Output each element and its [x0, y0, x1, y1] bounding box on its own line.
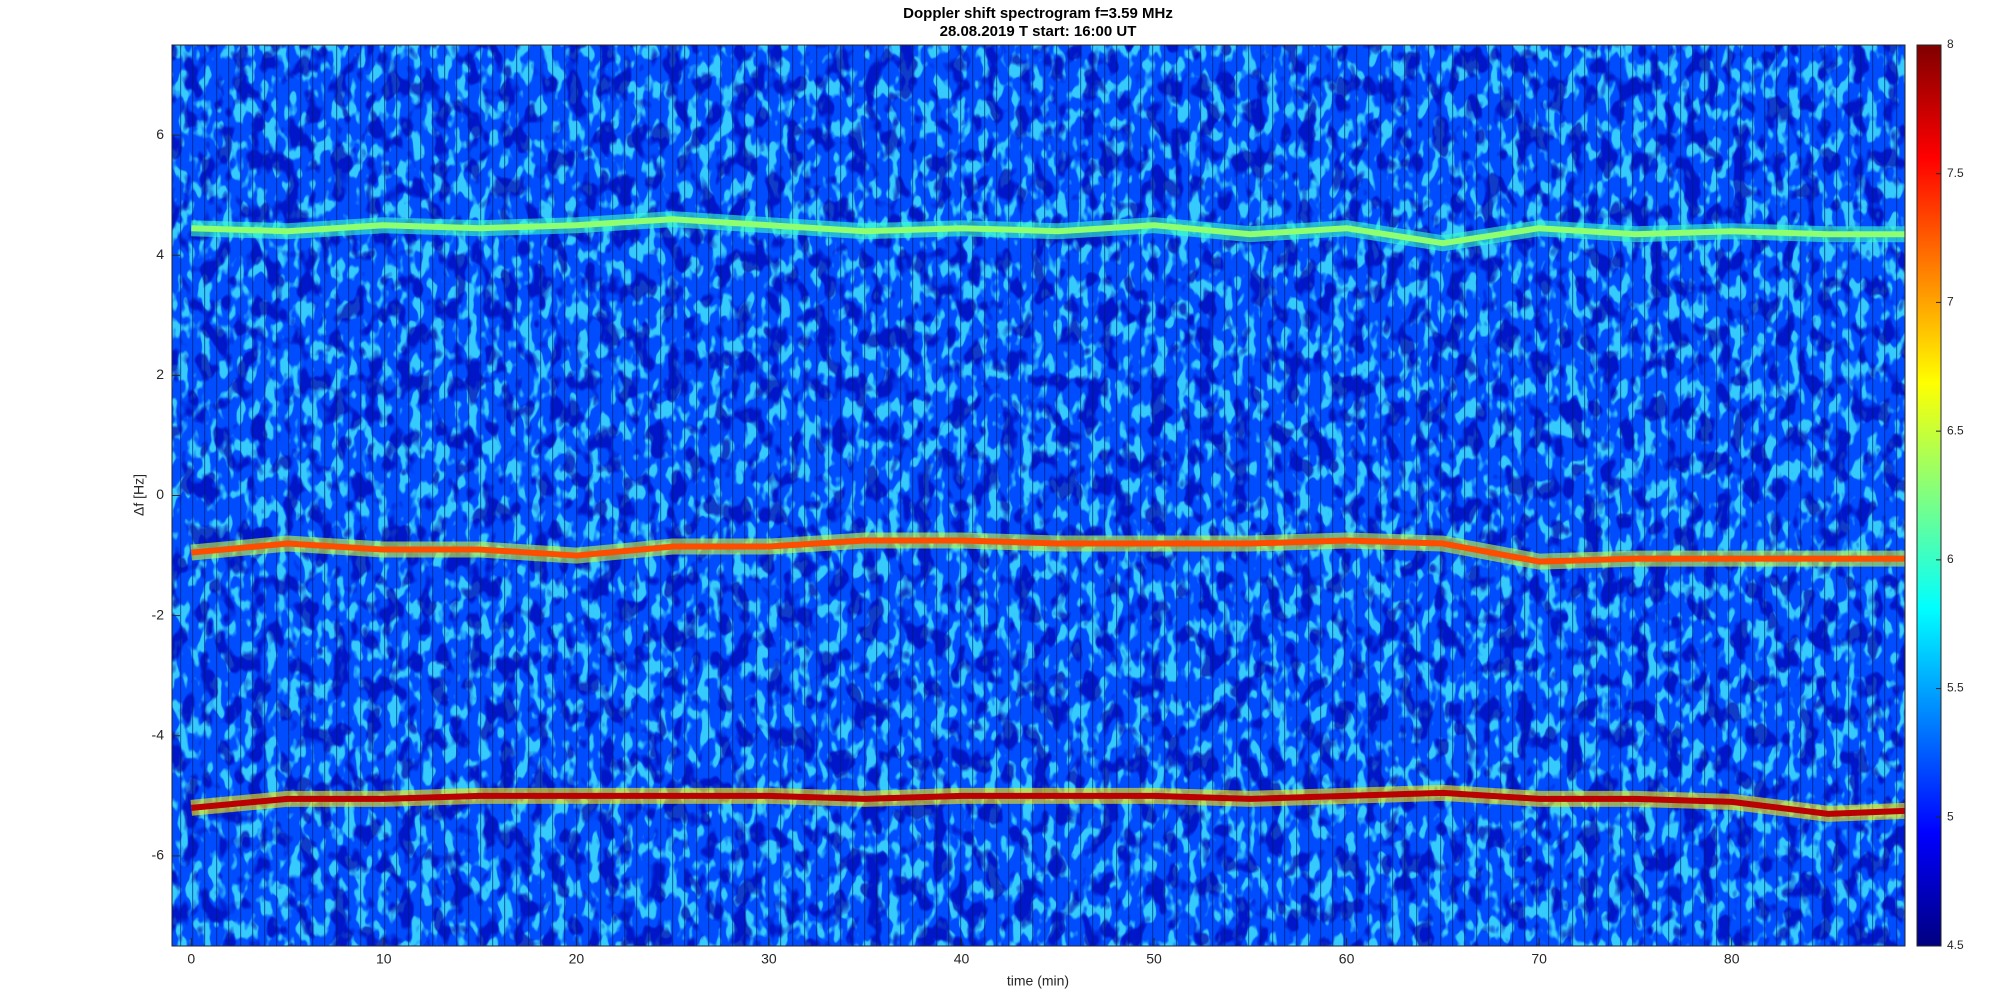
doppler-trace — [190, 537, 1905, 565]
x-tick-label: 20 — [569, 951, 585, 967]
chart-subtitle: 28.08.2019 T start: 16:00 UT — [940, 23, 1137, 40]
doppler-trace — [191, 216, 1905, 247]
colorbar-tick-label: 6.5 — [1947, 423, 1964, 437]
x-tick-label: 10 — [376, 951, 392, 967]
x-tick-label: 60 — [1339, 951, 1355, 967]
colorbar-tick-label: 8 — [1947, 37, 1954, 51]
colorbar-tick-label: 4.5 — [1947, 938, 1964, 952]
colorbar — [1916, 44, 1942, 947]
x-tick-label: 0 — [187, 951, 195, 967]
x-tick-label: 70 — [1531, 951, 1547, 967]
x-tick-label: 80 — [1724, 951, 1740, 967]
y-tick-label: -6 — [152, 847, 165, 863]
colorbar-tick-label: 5.5 — [1947, 681, 1964, 695]
x-tick-label: 40 — [954, 951, 970, 967]
colorbar-tick-label: 6 — [1947, 552, 1954, 566]
colorbar-tick-label: 5 — [1947, 809, 1954, 823]
doppler-trace — [190, 789, 1905, 817]
colorbar-tick-label: 7 — [1947, 295, 1954, 309]
x-tick-label: 30 — [761, 951, 777, 967]
y-tick-label: 4 — [156, 246, 164, 262]
chart-title: Doppler shift spectrogram f=3.59 MHz — [903, 5, 1173, 22]
x-axis-label: time (min) — [1007, 973, 1069, 989]
y-tick-label: -2 — [152, 606, 165, 622]
colorbar-tick-label: 7.5 — [1947, 166, 1964, 180]
axes: 0 10 20 30 40 50 60 70 80 -6 -4 -2 0 2 4 6 4.5 5 5.5 6 6.5 7 7… — [152, 37, 1964, 967]
y-axis-label: Δf [Hz] — [131, 474, 147, 516]
y-tick-label: 0 — [156, 486, 164, 502]
plot-area — [172, 45, 1905, 946]
x-tick-label: 50 — [1146, 951, 1162, 967]
y-tick-label: 6 — [156, 126, 164, 142]
y-tick-label: 2 — [156, 366, 164, 382]
y-tick-label: -4 — [152, 726, 165, 742]
stripe-texture — [172, 45, 1905, 946]
